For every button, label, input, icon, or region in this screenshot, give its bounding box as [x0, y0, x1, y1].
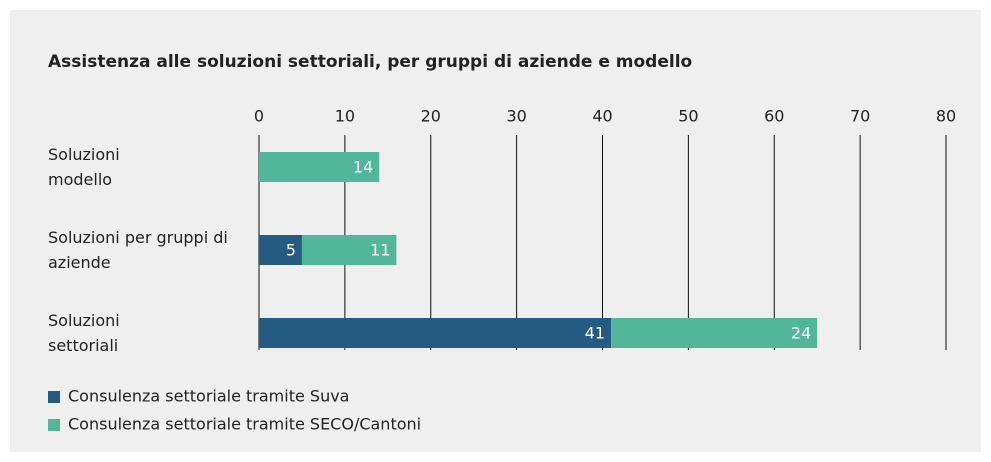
legend-label: Consulenza settoriale tramite SECO/Canto…	[68, 415, 421, 434]
value-label: 11	[370, 241, 390, 260]
x-tick-label: 0	[254, 107, 264, 126]
legend-label: Consulenza settoriale tramite Suva	[68, 387, 349, 406]
value-label: 14	[353, 158, 373, 177]
value-label: 24	[791, 324, 811, 343]
category-label: Soluzioni modello	[48, 145, 120, 189]
x-tick-label: 60	[764, 107, 784, 126]
bar-segment	[259, 152, 380, 182]
category-label: Soluzioni settoriali	[48, 311, 120, 355]
value-label: 41	[585, 324, 605, 343]
x-tick-label: 40	[592, 107, 612, 126]
legend-swatch	[48, 419, 60, 431]
chart-panel: Assistenza alle soluzioni settoriali, pe…	[10, 10, 981, 452]
x-tick-label: 50	[678, 107, 698, 126]
x-tick-label: 20	[421, 107, 441, 126]
chart: Assistenza alle soluzioni settoriali, pe…	[48, 52, 956, 434]
legend-swatch	[48, 391, 60, 403]
chart-title: Assistenza alle soluzioni settoriali, pe…	[48, 52, 692, 72]
bar-segment	[259, 235, 302, 265]
x-tick-label: 30	[506, 107, 526, 126]
value-label: 5	[286, 241, 296, 260]
category-label: Soluzioni per gruppi di aziende	[48, 228, 228, 272]
bar-segment	[301, 235, 397, 265]
bar-segment	[611, 318, 818, 348]
bar-segment	[259, 318, 612, 348]
x-tick-label: 80	[936, 107, 956, 126]
x-tick-label: 10	[335, 107, 355, 126]
x-tick-label: 70	[850, 107, 870, 126]
